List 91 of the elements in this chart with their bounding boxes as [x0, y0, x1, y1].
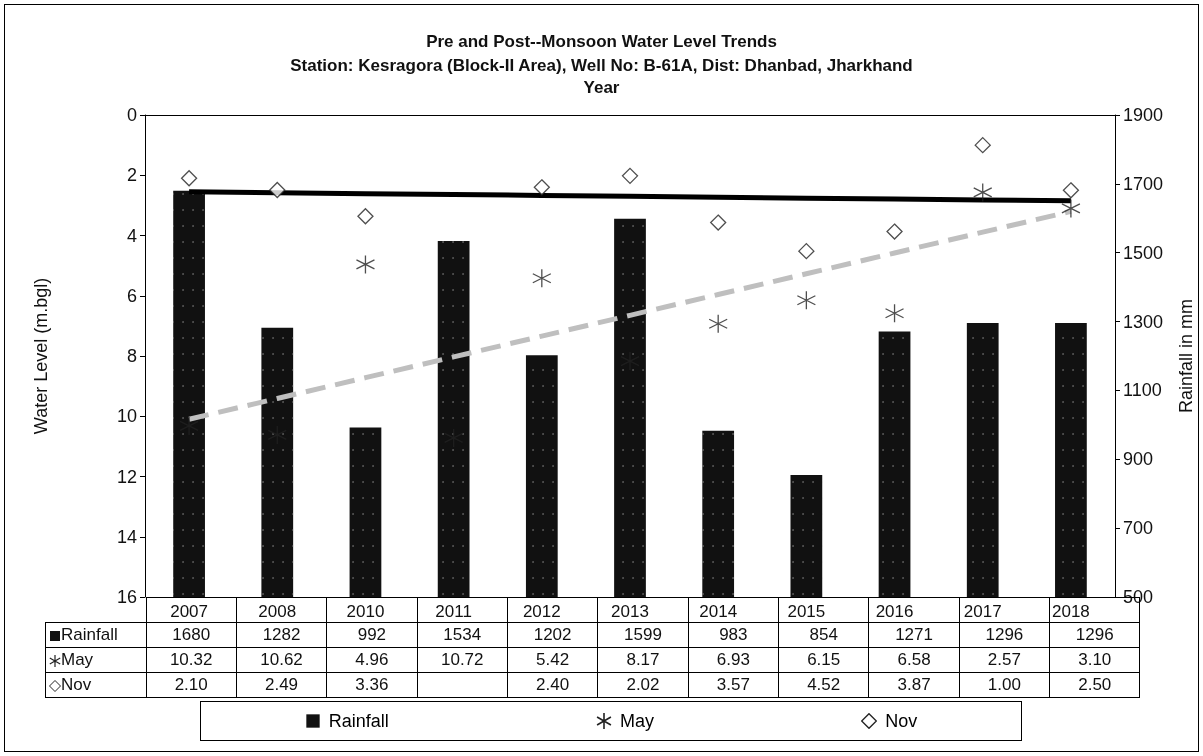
- data-label: 6.58: [868, 647, 960, 673]
- data-label: 4.96: [326, 647, 418, 673]
- y2-axis-title: Rainfall in mm: [1176, 298, 1196, 414]
- chart-title: Pre and Post--Monsoon Water Level Trends: [426, 32, 777, 51]
- point: [179, 416, 199, 436]
- y2-tick-label: 1900: [1123, 105, 1164, 125]
- data-label: 1282: [236, 622, 327, 648]
- x-tick-label: 2012: [522, 602, 561, 621]
- x-tick-label: 2008: [258, 602, 297, 621]
- y-tick-label: 8: [126, 346, 137, 366]
- point: [1061, 198, 1081, 219]
- data-label: 3.87: [868, 672, 960, 698]
- y-tick-label: 14: [116, 526, 137, 547]
- point: [267, 425, 287, 445]
- chart-subtitle: Station: Kesragora (Block-II Area), Well No: B-61A, Dist: Dhanbad, Jharkhand: [290, 56, 913, 75]
- data-label: 3.57: [688, 672, 779, 698]
- y2-tick-label: 1100: [1123, 380, 1162, 401]
- data-label: 2.57: [959, 647, 1050, 673]
- x-tick-label: 2014: [699, 602, 738, 621]
- data-label: 10.32: [146, 647, 237, 673]
- point: [974, 136, 991, 154]
- data-label: 8.17: [597, 647, 689, 673]
- point: [357, 208, 374, 225]
- point: [533, 179, 550, 196]
- point: [532, 268, 552, 288]
- point: [708, 314, 728, 334]
- data-label: 992: [326, 622, 418, 648]
- y-tick-label: 2: [126, 165, 137, 186]
- point: [620, 351, 640, 371]
- data-label: 1296: [1049, 622, 1140, 648]
- point: [269, 181, 286, 199]
- data-label: 3.10: [1049, 647, 1140, 673]
- x-tick-label: 2017: [963, 602, 1002, 621]
- y-tick-label: 4: [126, 225, 137, 246]
- data-label: 1271: [868, 622, 960, 648]
- data-label: 3.36: [326, 672, 418, 698]
- data-label: 10.62: [236, 647, 327, 673]
- point: [886, 223, 903, 240]
- data-label: 2.02: [597, 672, 689, 698]
- x-tick-label: 2018: [1051, 602, 1090, 621]
- data-label: 1202: [507, 622, 598, 648]
- x-axis-title: Year: [583, 78, 620, 97]
- y2-tick-label: 1500: [1123, 242, 1164, 263]
- data-label: 1.00: [959, 672, 1050, 698]
- legend-label: Nov: [45, 672, 146, 698]
- text: Rainfall: [328, 710, 389, 731]
- x-tick-label: 2016: [875, 602, 914, 621]
- point: [973, 182, 993, 203]
- x-tick-label: 2010: [346, 602, 385, 621]
- point: [180, 170, 198, 187]
- legend-label: Rainfall: [45, 622, 146, 648]
- point: [710, 214, 727, 231]
- data-label: 2.50: [1049, 672, 1140, 698]
- y2-tick-label: 1700: [1123, 173, 1164, 194]
- data-label: 10.72: [417, 647, 508, 673]
- x-tick-label: 2015: [787, 602, 826, 621]
- data-label: 983: [688, 622, 779, 648]
- data-label: 6.15: [778, 647, 869, 673]
- x-tick-label: 2013: [611, 602, 649, 621]
- data-label: 1599: [597, 622, 689, 648]
- text: Nov: [885, 710, 918, 731]
- y2-tick-label: 1300: [1123, 311, 1164, 332]
- data-label: 1534: [417, 622, 508, 648]
- y2-tick-label: 700: [1123, 518, 1154, 539]
- y-tick-label: 0: [126, 105, 137, 125]
- data-label: 2.49: [236, 672, 327, 698]
- y-tick-label: 16: [116, 587, 137, 607]
- data-label: 6.93: [688, 647, 779, 673]
- y-tick-label: 6: [126, 285, 137, 306]
- point: [1062, 182, 1080, 199]
- y2-tick-label: 500: [1123, 587, 1154, 607]
- y-axis-title: Water Level (m.bgl): [31, 277, 51, 435]
- x-tick-label: 2007: [170, 602, 208, 621]
- point: [798, 243, 815, 260]
- data-label: 2.10: [146, 672, 237, 698]
- point: [355, 254, 376, 275]
- y2-tick-label: 900: [1123, 449, 1154, 470]
- y-tick-label: 12: [116, 466, 137, 487]
- legend-label: May: [45, 647, 146, 673]
- x-tick-label: 2011: [435, 602, 472, 621]
- data-label: 4.52: [778, 672, 869, 698]
- data-label: 854: [778, 622, 869, 648]
- y-tick-label: 10: [116, 406, 137, 427]
- point: [621, 167, 639, 184]
- data-label: 5.42: [507, 647, 598, 673]
- data-label: 1680: [146, 622, 237, 648]
- text: May: [620, 710, 655, 731]
- point: [884, 303, 905, 323]
- data-label: 2.40: [507, 672, 598, 698]
- data-label: 1296: [959, 622, 1050, 648]
- point: [796, 290, 817, 310]
